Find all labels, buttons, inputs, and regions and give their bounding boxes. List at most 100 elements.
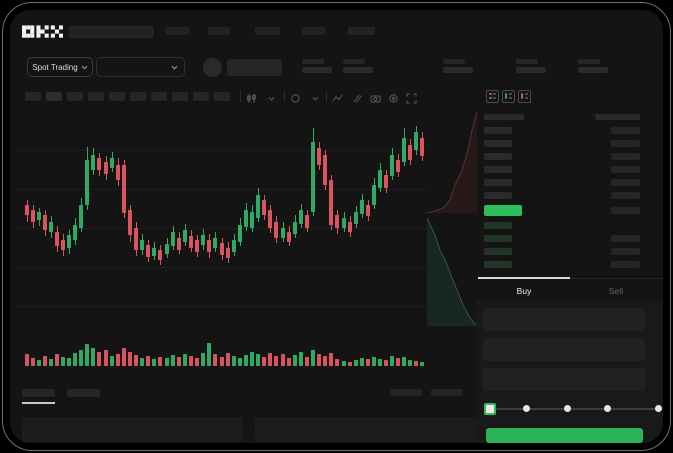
gridline	[15, 189, 427, 190]
slider-stop[interactable]	[604, 405, 611, 412]
volume-bar	[305, 357, 309, 366]
ask-amount	[611, 153, 640, 160]
volume-bar	[420, 362, 424, 366]
slider-stop[interactable]	[564, 405, 571, 412]
bottom-action[interactable]	[390, 389, 422, 396]
volume-bar	[165, 358, 169, 366]
ask-price[interactable]	[484, 127, 512, 134]
book-asks-icon[interactable]	[518, 90, 531, 103]
timeframe-button[interactable]	[25, 92, 41, 101]
bottom-tab[interactable]	[67, 389, 100, 397]
volume-bar	[49, 359, 53, 366]
volume-bar	[287, 358, 291, 366]
bid-amount	[611, 248, 640, 255]
volume-bar	[177, 357, 181, 366]
avatar[interactable]	[203, 58, 222, 77]
bottom-tab-active[interactable]	[22, 389, 55, 397]
nav-item[interactable]	[208, 27, 230, 35]
toolbar-divider	[326, 91, 327, 102]
fullscreen-icon[interactable]	[406, 91, 417, 104]
bottom-action[interactable]	[431, 389, 463, 396]
total-input[interactable]	[483, 368, 645, 391]
volume-bar	[97, 352, 101, 366]
timeframe-button[interactable]	[88, 92, 104, 101]
candle	[73, 225, 77, 240]
ask-price[interactable]	[484, 179, 512, 186]
candle	[360, 200, 364, 214]
candle	[49, 222, 53, 232]
tab-buy[interactable]: Buy	[516, 286, 532, 296]
candle	[317, 148, 321, 165]
bid-price[interactable]	[484, 261, 512, 268]
compare-icon[interactable]	[352, 91, 363, 103]
candle	[354, 212, 358, 224]
book-combined-icon[interactable]	[486, 90, 499, 103]
amount-slider[interactable]	[489, 408, 656, 410]
nav-item[interactable]	[165, 27, 189, 35]
chevron-down-icon[interactable]	[310, 91, 321, 102]
gridline	[15, 267, 427, 268]
buy-submit-button[interactable]	[486, 428, 643, 443]
search-input[interactable]	[69, 26, 154, 38]
volume-bar	[171, 355, 175, 366]
timeframe-button[interactable]	[67, 92, 83, 101]
candle	[171, 232, 175, 246]
candle	[299, 210, 303, 224]
slider-handle[interactable]	[484, 403, 496, 415]
gridline	[15, 150, 427, 151]
bid-price[interactable]	[484, 222, 512, 229]
volume-bar	[250, 352, 254, 366]
nav-item[interactable]	[255, 27, 280, 35]
volume-bar	[244, 355, 248, 366]
bid-price[interactable]	[484, 248, 512, 255]
nav-item[interactable]	[348, 27, 375, 35]
timeframe-button[interactable]	[109, 92, 125, 101]
pair-selector-dropdown[interactable]	[96, 57, 185, 77]
candle	[366, 205, 370, 216]
ask-price[interactable]	[484, 153, 512, 160]
tab-sell[interactable]: Sell	[608, 286, 624, 296]
settings-icon[interactable]	[388, 91, 399, 103]
timeframe-button[interactable]	[214, 92, 230, 101]
chevron-down-icon[interactable]	[266, 91, 277, 102]
amount-input[interactable]	[483, 338, 645, 361]
currency-icon[interactable]	[290, 91, 301, 103]
candle	[384, 175, 388, 188]
price-input[interactable]	[483, 308, 645, 331]
candle	[128, 210, 132, 235]
volume-bar	[152, 359, 156, 366]
ask-price[interactable]	[484, 192, 512, 199]
camera-icon[interactable]	[370, 91, 381, 103]
ticker-stat-value	[516, 67, 546, 73]
timeframe-button[interactable]	[130, 92, 146, 101]
nav-item[interactable]	[302, 27, 325, 35]
indicator-line-icon[interactable]	[332, 91, 343, 102]
volume-bar	[408, 360, 412, 366]
last-price-badge	[484, 205, 522, 216]
slider-stop[interactable]	[655, 405, 662, 412]
ask-price[interactable]	[484, 140, 512, 147]
candle	[311, 142, 315, 212]
market-type-dropdown[interactable]: Spot Trading	[27, 57, 93, 77]
volume-bar	[299, 352, 303, 366]
slider-stop[interactable]	[523, 405, 530, 412]
candle	[55, 232, 59, 246]
volume-bar	[37, 360, 41, 366]
volume-bar	[366, 359, 370, 366]
candle-type-icon[interactable]	[246, 91, 257, 103]
timeframe-button[interactable]	[46, 92, 62, 101]
candle	[220, 243, 224, 255]
ask-price[interactable]	[484, 166, 512, 173]
market-type-label: Spot Trading	[32, 62, 78, 72]
timeframe-button[interactable]	[193, 92, 209, 101]
candle	[31, 210, 35, 222]
timeframe-button[interactable]	[172, 92, 188, 101]
candle	[207, 240, 211, 252]
orderbook-amount	[611, 207, 640, 214]
book-bids-icon[interactable]	[502, 90, 515, 103]
volume-bar	[238, 358, 242, 366]
timeframe-button[interactable]	[151, 92, 167, 101]
candle	[335, 215, 339, 228]
bid-price[interactable]	[484, 235, 512, 242]
